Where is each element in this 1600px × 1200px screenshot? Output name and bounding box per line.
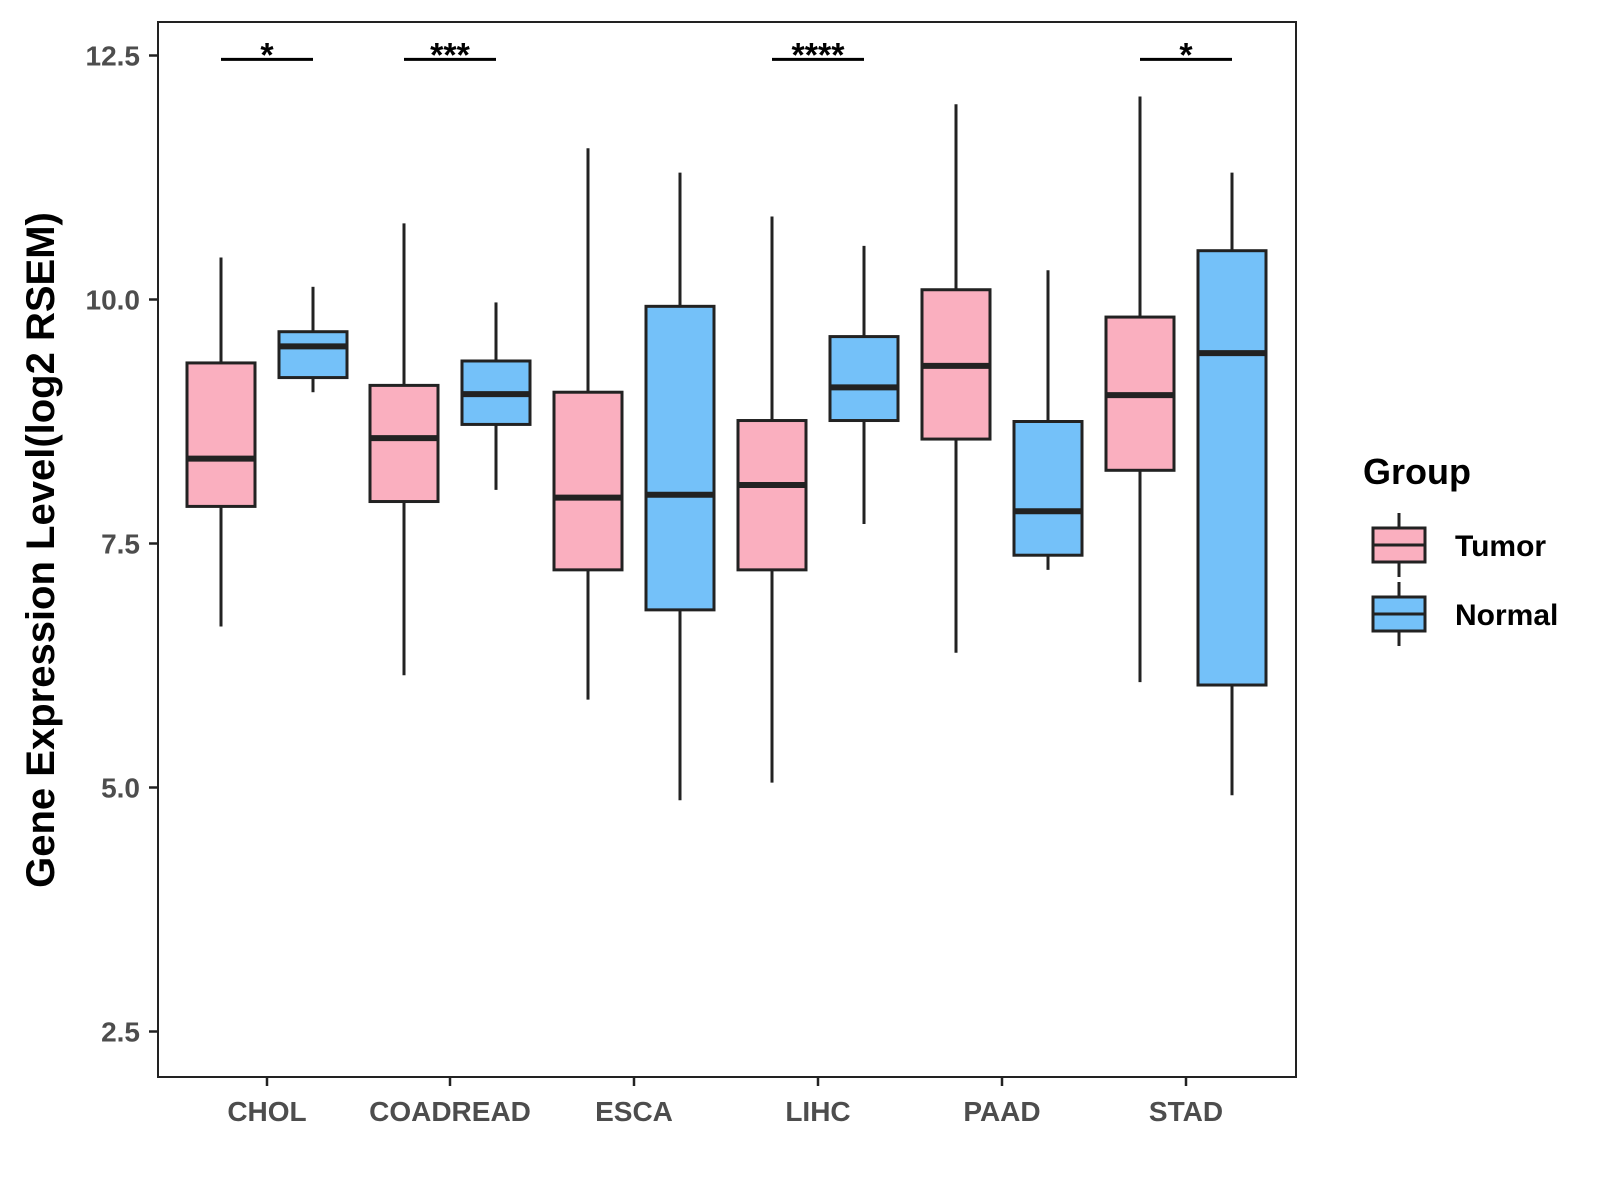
x-tick-label-lihc: LIHC	[785, 1096, 850, 1127]
box-iqr	[185, 361, 257, 508]
box-normal-coadread	[460, 302, 532, 490]
box-tumor-chol	[185, 257, 257, 627]
box-tumor-lihc	[736, 216, 808, 783]
box-normal-stad	[1196, 172, 1268, 796]
legend: Group Tumor Normal	[1363, 451, 1558, 646]
significance-chol: *	[221, 36, 313, 74]
y-tick-label: 2.5	[101, 1017, 140, 1048]
box-normal-paad	[1012, 270, 1084, 570]
box-tumor-paad	[920, 104, 992, 653]
legend-label-tumor: Tumor	[1455, 530, 1546, 563]
y-tick-label: 7.5	[101, 529, 140, 560]
y-tick-label: 10.0	[86, 285, 141, 316]
legend-item-normal: Normal	[1371, 582, 1558, 646]
box-iqr	[552, 390, 624, 572]
legend-item-tumor: Tumor	[1371, 513, 1546, 577]
y-tick-label: 5.0	[101, 773, 140, 804]
plot-area: * *** **** *	[185, 36, 1268, 801]
y-axis-title: Gene Expression Level(log2 RSEM)	[19, 212, 63, 888]
legend-label-normal: Normal	[1455, 599, 1558, 632]
significance-lihc: ****	[772, 36, 864, 74]
box-normal-lihc	[828, 245, 900, 524]
y-axis: 2.5 5.0 7.5 10.0 12.5	[86, 41, 158, 1048]
legend-title: Group	[1363, 451, 1471, 492]
x-tick-label-chol: CHOL	[227, 1096, 306, 1127]
x-axis: CHOL COADREAD ESCA LIHC PAAD STAD	[227, 1077, 1223, 1127]
box-iqr	[736, 419, 808, 572]
box-iqr	[277, 330, 349, 380]
box-normal-esca	[644, 172, 716, 801]
panel-border	[157, 21, 1297, 1078]
x-tick-label-paad: PAAD	[963, 1096, 1040, 1127]
significance-label: ****	[792, 36, 846, 74]
significance-stad: *	[1140, 36, 1232, 74]
significance-label: *	[260, 36, 274, 74]
box-tumor-coadread	[368, 223, 440, 676]
x-tick-label-stad: STAD	[1149, 1096, 1223, 1127]
significance-label: *	[1179, 36, 1193, 74]
box-iqr	[644, 304, 716, 612]
y-tick-label: 12.5	[86, 41, 141, 72]
box-iqr	[1196, 249, 1268, 687]
x-tick-label-coadread: COADREAD	[369, 1096, 531, 1127]
box-tumor-esca	[552, 148, 624, 700]
box-tumor-stad	[1104, 96, 1176, 683]
box-normal-chol	[277, 286, 349, 393]
x-tick-label-esca: ESCA	[595, 1096, 673, 1127]
box-iqr	[368, 383, 440, 504]
significance-coadread: ***	[404, 36, 496, 74]
box-iqr	[828, 335, 900, 423]
box-iqr	[1012, 420, 1084, 557]
significance-label: ***	[430, 36, 470, 74]
